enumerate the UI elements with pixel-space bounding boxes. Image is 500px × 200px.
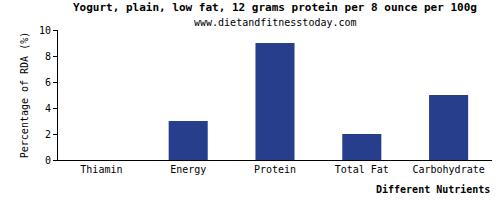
svg-text:Yogurt, plain, low fat, 12 gra: Yogurt, plain, low fat, 12 grams protein… [73,1,477,14]
svg-text:10: 10 [39,25,51,36]
svg-text:Percentage of RDA (%): Percentage of RDA (%) [19,32,30,158]
svg-text:www.dietandfitnesstoday.com: www.dietandfitnesstoday.com [194,17,357,28]
svg-text:Energy: Energy [170,164,206,175]
svg-text:6: 6 [45,77,51,88]
svg-text:2: 2 [45,129,51,140]
svg-text:4: 4 [45,103,51,114]
svg-text:Carbohydrate: Carbohydrate [412,164,484,175]
svg-text:Protein: Protein [254,164,296,175]
svg-text:Thiamin: Thiamin [80,164,122,175]
svg-text:8: 8 [45,51,51,62]
svg-text:Total Fat: Total Fat [335,164,389,175]
svg-text:Different Nutrients: Different Nutrients [376,184,490,195]
svg-text:0: 0 [45,155,51,166]
